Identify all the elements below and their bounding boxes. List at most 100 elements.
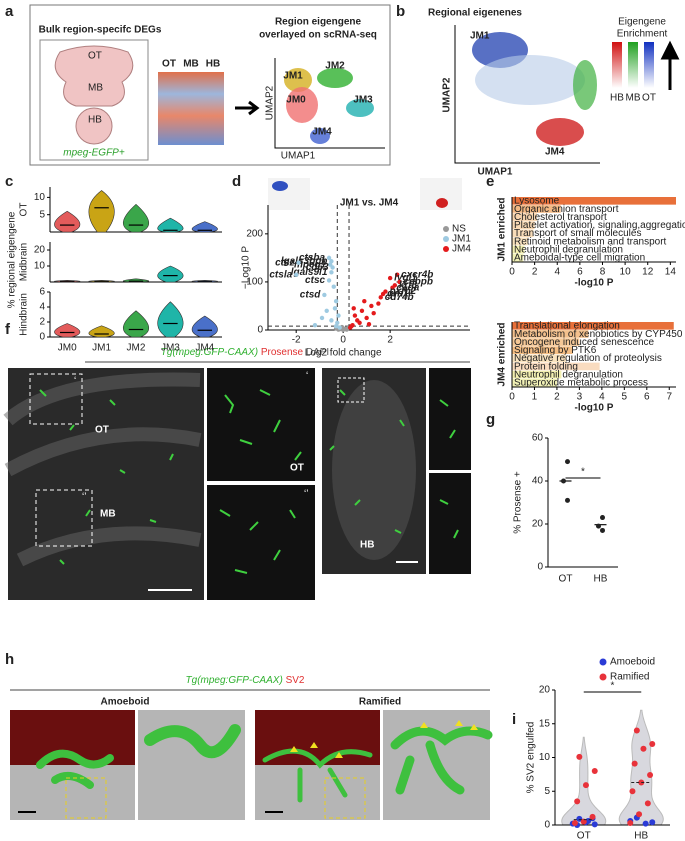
y-tick-label: 15 <box>539 718 551 729</box>
heatmap-column: OT <box>162 59 176 70</box>
x-tick-label: JM4 <box>195 343 214 354</box>
bar <box>512 322 674 330</box>
x-tick-label: 2 <box>532 267 538 278</box>
point <box>333 298 339 304</box>
bar <box>512 197 676 205</box>
bar <box>512 237 528 246</box>
x-tick-label: 3 <box>577 392 583 403</box>
point <box>397 279 402 285</box>
point <box>378 295 383 300</box>
cluster-label: JM1 <box>470 31 490 42</box>
point <box>394 272 400 277</box>
title: Tg(mpeg:GFP-CAAX) SV2 <box>186 675 305 686</box>
category-label: Metabolism of xenobiotics by CYP450 <box>514 329 683 340</box>
x-tick-label: 6 <box>644 392 650 403</box>
legend-label: JM4 <box>452 244 471 255</box>
point <box>571 819 578 826</box>
cluster-label: JM2 <box>325 61 345 72</box>
cluster-label: JM3 <box>353 95 373 106</box>
title: Region eigengene <box>275 17 362 28</box>
x-tick-label: 12 <box>642 267 654 278</box>
panel-b: Regional eigenenes JM1 JM4 UMAP1 UMAP2 E… <box>428 8 680 178</box>
category-label: Ameboidal-type cell migration <box>514 253 645 264</box>
thumbnail-cluster <box>436 198 448 208</box>
title-part: SV2 <box>286 675 305 686</box>
x-tick-label: 2 <box>554 392 560 403</box>
region-label: OT <box>95 425 109 436</box>
bar <box>512 354 566 363</box>
region-label: MB <box>100 509 116 520</box>
point <box>629 788 636 795</box>
region-label: MB <box>88 83 103 94</box>
point <box>331 284 336 289</box>
point-label: grn1 <box>386 289 409 300</box>
point <box>364 315 369 321</box>
condition: Amoeboid <box>101 697 150 708</box>
bar <box>512 253 524 262</box>
panel-h: Tg(mpeg:GFP-CAAX) SV2 Amoeboid Ramified <box>10 675 493 820</box>
point <box>576 753 583 760</box>
inset-mark: ‘’ <box>304 489 308 500</box>
inset-box <box>29 373 83 425</box>
axis-label: UMAP2 <box>442 77 453 112</box>
y-tick-label: 0 <box>39 332 45 343</box>
x-tick-label: 10 <box>620 267 632 278</box>
category-label: Oncogene induced senescence <box>514 337 655 348</box>
inset-image <box>429 473 471 574</box>
inset-box <box>337 377 365 403</box>
x-tick-label: 14 <box>665 267 677 278</box>
violin <box>191 315 218 338</box>
cluster <box>475 55 585 105</box>
diagram-frame <box>39 39 149 161</box>
inset-image <box>429 368 471 470</box>
bar <box>512 362 600 371</box>
violin <box>157 265 184 283</box>
heatmap-column: HB <box>206 59 220 70</box>
category-label: Lysosome <box>514 196 560 207</box>
axis-label: UMAP1 <box>477 167 512 178</box>
title-part: Prosense <box>261 347 304 358</box>
violin <box>618 709 664 826</box>
legend-label: HB <box>610 93 624 104</box>
point <box>631 760 638 767</box>
cell-render <box>144 724 241 759</box>
brain <box>54 45 134 107</box>
x-tick-label: 0 <box>509 267 515 278</box>
violin <box>157 217 184 233</box>
point <box>329 270 334 275</box>
inset-box <box>35 489 93 547</box>
hindbrain <box>75 107 113 145</box>
point <box>576 815 583 822</box>
point <box>322 292 327 298</box>
point <box>369 303 374 309</box>
transgene: mpeg-EGFP+ <box>63 148 125 159</box>
panel-label: c <box>5 173 13 190</box>
cluster <box>286 87 318 123</box>
cells <box>439 399 459 539</box>
point-label: cd63 <box>306 262 329 273</box>
y-tick-label: 100 <box>246 277 263 288</box>
category-label: Protein folding <box>514 361 578 372</box>
violin <box>157 301 184 338</box>
bar <box>512 245 525 254</box>
x-tick-label: 7 <box>666 392 672 403</box>
x-tick-label: 4 <box>554 267 560 278</box>
legend-label: NS <box>452 224 466 235</box>
y-tick-label: 6 <box>39 287 45 298</box>
bar <box>512 229 534 238</box>
panel-a: Bulk region-specifc DEGs OT MB HB mpeg-E… <box>29 4 391 166</box>
inset-label: OT <box>290 463 304 474</box>
x-tick-label: JM3 <box>161 343 180 354</box>
y-tick-label: 0 <box>257 325 263 336</box>
umap-axes <box>454 25 600 164</box>
title: Bulk region-specifc DEGs <box>39 25 162 36</box>
bar <box>512 330 589 338</box>
legend-title: Eigengene <box>618 17 666 28</box>
point <box>647 772 654 779</box>
violin <box>88 190 115 233</box>
legend-label: JM1 <box>452 234 471 245</box>
image-bottom <box>255 765 380 820</box>
point <box>336 313 341 318</box>
y-tick-label: 10 <box>34 192 46 203</box>
title-part: Tg(mpeg:GFP-CAAX) <box>161 347 258 358</box>
